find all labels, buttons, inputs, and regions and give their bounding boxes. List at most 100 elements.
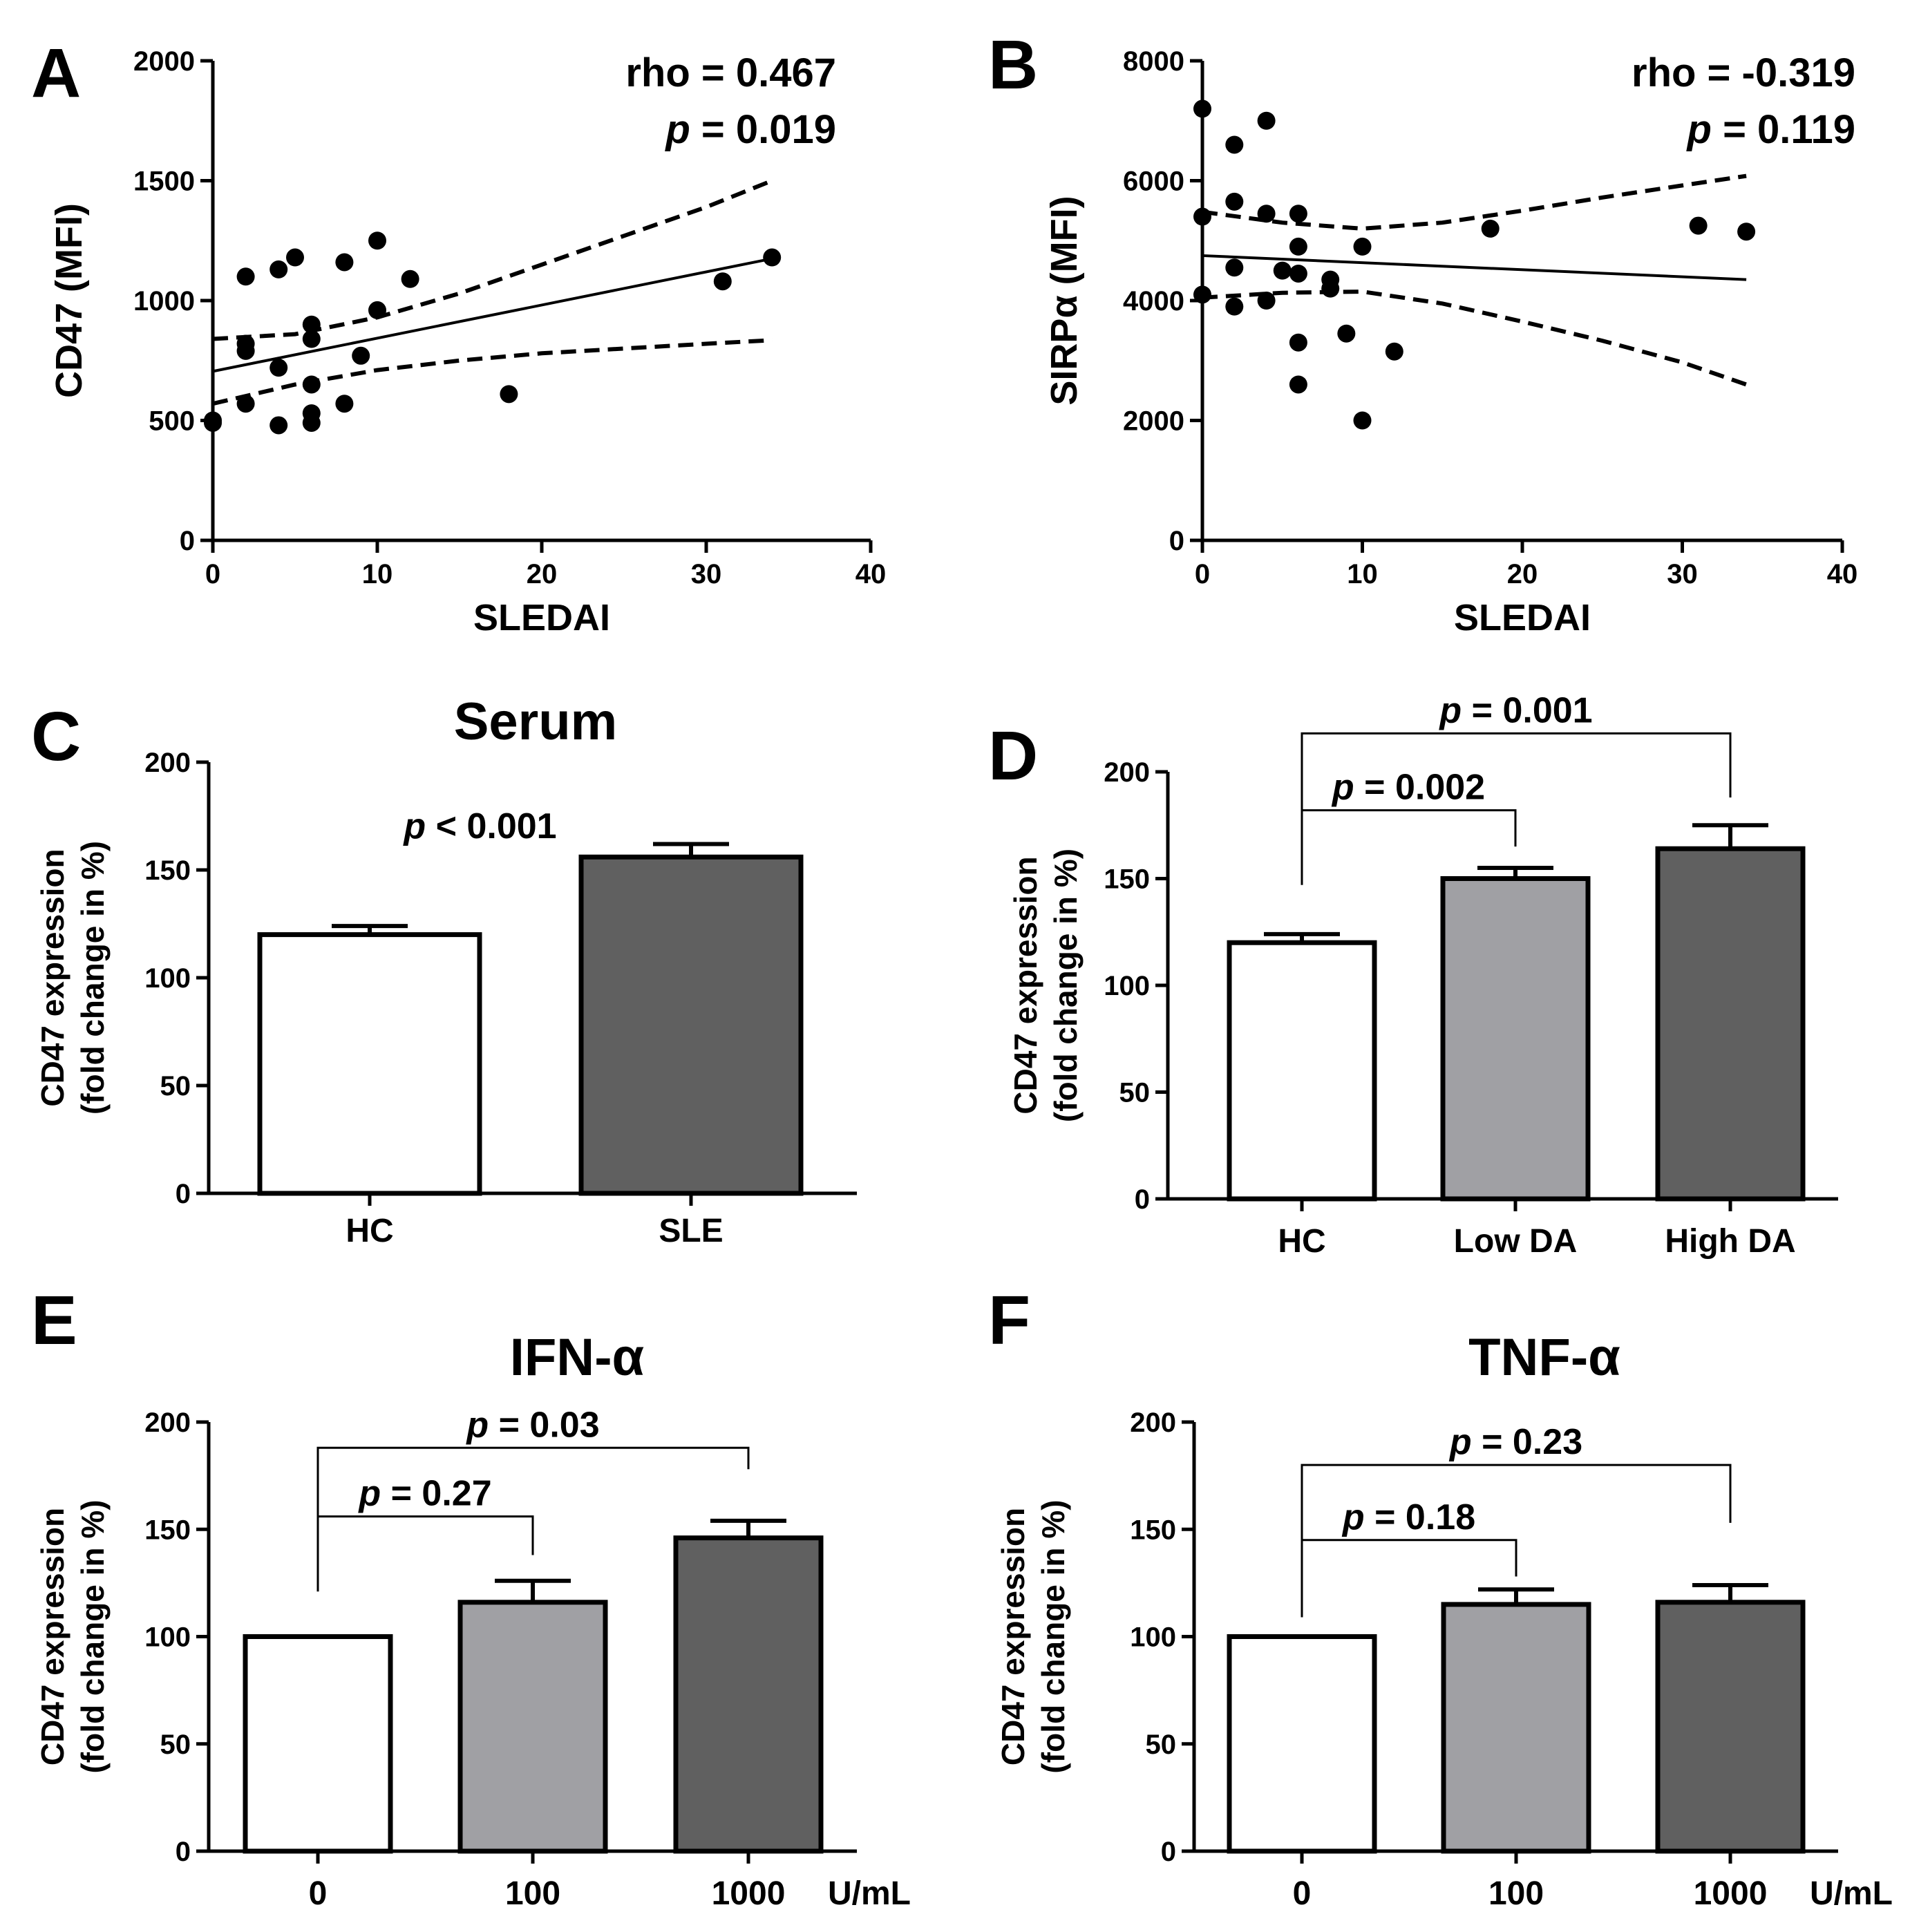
x-tick-label: 0 (1195, 559, 1210, 589)
y-tick-label: 150 (144, 855, 191, 886)
data-point (270, 359, 288, 377)
y-tick-label: 50 (160, 1071, 191, 1101)
x-axis-title: SLEDAI (1454, 597, 1591, 638)
bracket-p-value-symbol: p (465, 1405, 489, 1445)
x-tick-label: 40 (855, 559, 887, 589)
chart-title: IFN-α (510, 1328, 644, 1387)
y-axis-title: SIRPα (MFI) (1043, 196, 1085, 405)
x-tick-label: 10 (1347, 559, 1378, 589)
bracket-p-value: p = 0.002 (1331, 768, 1485, 808)
data-point (236, 395, 255, 413)
category-label: 1000 (1694, 1875, 1768, 1912)
panel-letter-c: C (31, 698, 81, 775)
bar (243, 1634, 393, 1854)
panel-letters: A B C D E F (31, 26, 1038, 1359)
y-tick-label: 100 (1130, 1622, 1176, 1653)
data-point (236, 267, 255, 286)
y-axis-title-line2: (fold change in %) (1035, 1499, 1071, 1773)
significance-bracket (316, 1515, 534, 1592)
y-tick-label: 0 (180, 526, 195, 556)
bar (673, 1535, 824, 1854)
stat-p-value: = 0.019 (690, 107, 836, 152)
stat-p-value: = 0.119 (1712, 107, 1855, 152)
bar-panel-d: 0 50 100 150 200 CD47 expression (fold change … (1008, 690, 1838, 1260)
data-point (1225, 258, 1244, 277)
data-point (1289, 333, 1307, 352)
bracket-p-value-value: = 0.03 (489, 1405, 599, 1445)
x-tick-label: 20 (1507, 559, 1538, 589)
data-point (1481, 219, 1500, 238)
y-tick-label: 6000 (1123, 167, 1184, 197)
y-axis-title-line2: (fold change in %) (75, 841, 111, 1115)
data-point (335, 395, 354, 413)
category-label: High DA (1665, 1223, 1795, 1260)
x-tick-label: 30 (1667, 559, 1698, 589)
significance-bracket (1301, 732, 1732, 811)
significance-bracket (1301, 1539, 1517, 1618)
data-point (1257, 111, 1276, 130)
y-tick-label: 1000 (133, 286, 195, 316)
data-point (401, 269, 419, 288)
stat-p: p = 0.019 (664, 107, 836, 152)
p-value-annotation: p < 0.001 (402, 806, 556, 846)
bracket-p-value: p = 0.03 (465, 1405, 599, 1445)
y-tick-label: 0 (176, 1179, 191, 1209)
panel-letter-b: B (988, 26, 1038, 104)
y-tick-label: 100 (144, 1622, 191, 1653)
data-point (368, 301, 386, 319)
x-tick-label: 40 (1827, 559, 1858, 589)
category-label: 0 (1293, 1875, 1312, 1912)
bar-panel-f: TNF-α 0 50 100 150 200 CD47 expression (fold ch… (995, 1328, 1893, 1912)
significance-bracket (1301, 809, 1517, 885)
x-tick-label: 20 (527, 559, 558, 589)
data-point (500, 385, 518, 404)
y-tick-label: 100 (1104, 971, 1150, 1001)
category-label: 100 (505, 1875, 560, 1912)
bracket-p-value-value: = 0.001 (1462, 690, 1592, 730)
bar (1227, 940, 1377, 1202)
data-point (1193, 285, 1211, 304)
y-tick-label: 0 (1161, 1837, 1176, 1867)
data-point (302, 330, 321, 348)
p-value-annotation-value: < 0.001 (426, 806, 556, 846)
p-value-annotation-symbol: p (402, 806, 426, 846)
bracket-p-value-value: = 0.002 (1354, 768, 1485, 808)
y-tick-label: 0 (1135, 1184, 1150, 1215)
regression-line (1202, 254, 1747, 281)
y-axis-title: CD47 expression (fold change in %) (35, 841, 111, 1115)
y-tick-label: 150 (1130, 1515, 1176, 1545)
data-point (1273, 261, 1292, 280)
bracket-p-value: p = 0.18 (1341, 1497, 1475, 1537)
confidence-band-upper (1202, 173, 1747, 231)
y-axis-title: CD47 (MFI) (48, 203, 90, 398)
y-tick-label: 4000 (1123, 286, 1184, 316)
data-point (368, 231, 386, 250)
data-point (236, 341, 255, 360)
bar (578, 854, 804, 1196)
y-tick-label: 1500 (133, 167, 195, 197)
y-tick-label: 150 (1104, 864, 1150, 895)
regression-line (212, 257, 773, 373)
bracket-p-value-symbol: p (357, 1474, 381, 1514)
bar (1655, 846, 1806, 1202)
y-tick-label: 0 (1169, 526, 1184, 556)
x-tick-label: 30 (691, 559, 722, 589)
y-axis-title-line1: CD47 expression (995, 1508, 1031, 1765)
data-point (1689, 216, 1708, 235)
significance-bracket (1301, 1464, 1732, 1540)
y-axis-title-line2: (fold change in %) (1048, 849, 1084, 1122)
data-point (1225, 297, 1244, 316)
category-label: Low DA (1454, 1223, 1578, 1260)
y-tick-label: 100 (144, 963, 191, 994)
data-point (713, 272, 732, 291)
data-point (1257, 205, 1276, 223)
data-point (1289, 375, 1307, 394)
data-point (302, 413, 321, 432)
y-axis-title-line1: CD47 expression (1008, 856, 1043, 1114)
chart-title: TNF-α (1468, 1328, 1620, 1387)
y-tick-label: 50 (1146, 1730, 1177, 1760)
stat-p-symbol: p (1686, 107, 1712, 152)
data-point (270, 260, 288, 278)
category-label: 1000 (712, 1875, 786, 1912)
data-point (1353, 411, 1372, 430)
